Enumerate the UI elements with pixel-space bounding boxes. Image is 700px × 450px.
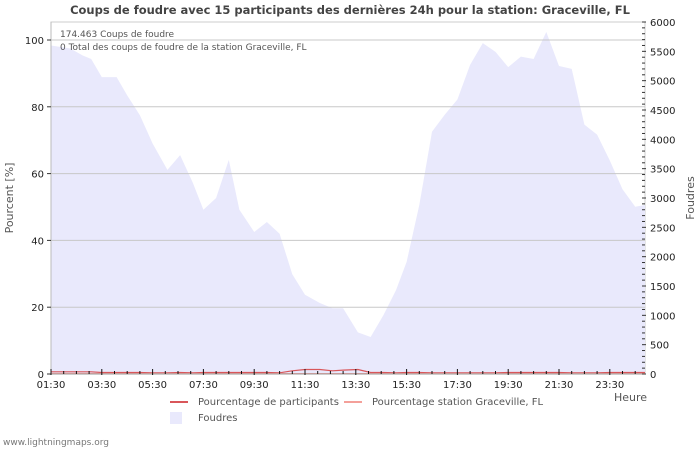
strikes-area: [51, 31, 645, 375]
left-tick-label: 80: [31, 103, 44, 114]
x-tick-label: 03:30: [87, 380, 116, 391]
left-tick-label: 0: [38, 370, 44, 381]
chart-title: Coups de foudre avec 15 participants des…: [70, 3, 630, 17]
right-axis: 0 500 1000 1500 2000 2500 3000 3500 4000 4500 5000…: [642, 18, 675, 381]
strike-count-info: 174.463 Coups de foudre: [60, 30, 175, 40]
right-tick-label: 5000: [650, 77, 675, 88]
x-axis-title: Heure: [614, 391, 647, 404]
x-tick-label: 15:30: [392, 380, 421, 391]
legend-participants: Pourcentage de participants: [170, 397, 339, 408]
right-axis-title: Foudres: [684, 176, 697, 220]
x-tick-label: 21:30: [545, 380, 574, 391]
x-axis: 01:30 03:30 05:30 07:30 09:30 11:30 13:30 15:30…: [37, 369, 636, 391]
strikes-swatch: [170, 412, 182, 424]
gridlines: [51, 39, 645, 308]
participants-line: [51, 368, 645, 374]
x-tick-label: 11:30: [291, 380, 320, 391]
station-swatch: [344, 401, 362, 403]
right-tick-label: 2000: [650, 253, 675, 264]
station-total-info: 0 Total des coups de foudre de la statio…: [60, 43, 307, 53]
right-tick-label: 0: [650, 370, 656, 381]
right-tick-label: 3000: [650, 194, 675, 205]
right-tick-label: 500: [650, 341, 669, 352]
x-tick-label: 01:30: [37, 380, 66, 391]
participants-swatch: [170, 401, 188, 403]
x-tick-label: 13:30: [341, 380, 370, 391]
right-tick-label: 5500: [650, 47, 675, 58]
footer-link[interactable]: www.lightningmaps.org: [3, 438, 109, 448]
right-tick-label: 4000: [650, 135, 675, 146]
x-tick-label: 19:30: [494, 380, 523, 391]
right-tick-label: 2500: [650, 223, 675, 234]
legend-strikes-label: Foudres: [198, 413, 238, 424]
legend-station: Pourcentage station Graceville, FL: [344, 397, 543, 408]
left-axis: 0 20 40 60 80 100: [25, 36, 51, 381]
x-tick-label: 07:30: [189, 380, 218, 391]
legend-participants-label: Pourcentage de participants: [198, 397, 339, 408]
left-tick-label: 20: [31, 303, 44, 314]
right-tick-label: 6000: [650, 18, 675, 29]
legend-strikes: Foudres: [167, 412, 237, 424]
right-tick-label: 1500: [650, 282, 675, 293]
left-axis-title: Pourcent [%]: [3, 163, 16, 234]
legend-station-label: Pourcentage station Graceville, FL: [372, 397, 544, 408]
x-tick-label: 17:30: [443, 380, 472, 391]
left-tick-label: 100: [25, 36, 44, 47]
right-tick-label: 4500: [650, 106, 675, 117]
left-tick-label: 60: [31, 170, 44, 181]
left-tick-label: 40: [31, 236, 44, 247]
x-tick-label: 05:30: [138, 380, 167, 391]
right-tick-label: 1000: [650, 311, 675, 322]
right-tick-label: 3500: [650, 165, 675, 176]
x-tick-label: 23:30: [595, 380, 624, 391]
x-tick-label: 09:30: [240, 380, 269, 391]
